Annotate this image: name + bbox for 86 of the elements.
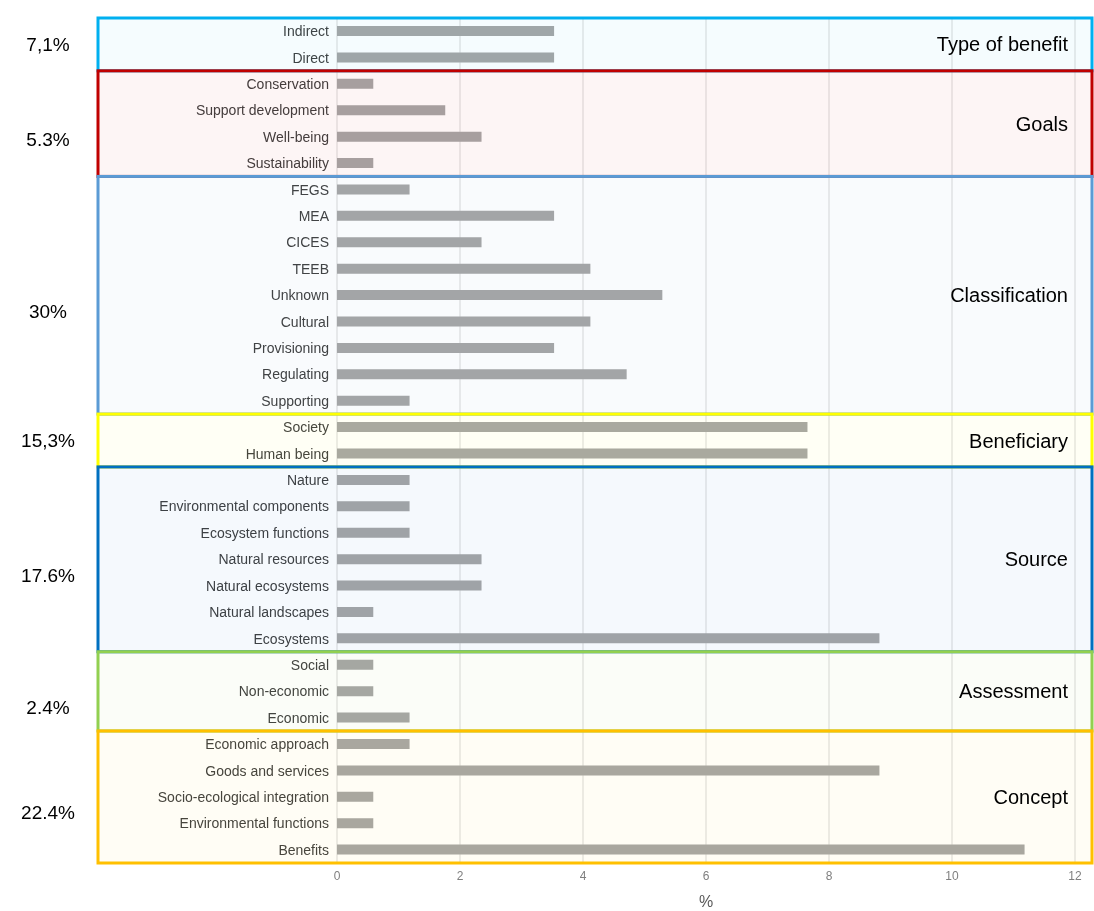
text: 22.4%: [21, 802, 76, 824]
y-tick-label: Economic: [267, 709, 329, 726]
y-tick-label: Goods and services: [205, 762, 329, 779]
bar: [337, 659, 374, 670]
y-tick-label: Non-economic: [238, 683, 329, 700]
bar: [337, 791, 374, 802]
bar: [337, 26, 555, 36]
y-tick-label: Natural landscapes: [209, 604, 329, 621]
x-tick-label: 6: [702, 868, 710, 883]
bar: [337, 395, 410, 406]
bar: [337, 501, 410, 512]
bar: [337, 422, 808, 433]
x-tick-label: 10: [945, 868, 959, 883]
bar: [337, 263, 591, 274]
y-tick-label: Environmental components: [159, 498, 329, 515]
text: 7,1%: [26, 33, 70, 55]
y-tick-label: TEEB: [292, 260, 329, 277]
y-tick-label: Natural ecosystems: [206, 577, 329, 594]
y-tick-label: Natural resources: [218, 551, 329, 568]
y-tick-label: Provisioning: [252, 340, 329, 357]
y-tick-label: Sustainability: [246, 155, 329, 172]
bar: [337, 316, 591, 327]
bar: [337, 369, 627, 380]
bar: [337, 474, 410, 485]
y-tick-label: Support development: [195, 102, 330, 119]
bar: [337, 712, 410, 723]
bar: [337, 290, 663, 301]
band-label: Assessment: [959, 680, 1069, 703]
y-tick-label: CICES: [286, 234, 329, 251]
band-label: Type of benefit: [936, 33, 1069, 56]
bar: [337, 78, 374, 89]
bar: [337, 105, 446, 116]
bar: [337, 184, 410, 195]
y-tick-label: Indirect: [283, 23, 330, 40]
band-label: Source: [1004, 548, 1068, 571]
y-tick-label: Economic approach: [205, 736, 329, 753]
y-tick-label: MEA: [298, 208, 330, 225]
bar: [337, 606, 374, 617]
bar: [337, 210, 555, 221]
y-tick-label: Benefits: [278, 841, 329, 858]
band-label: Classification: [950, 284, 1068, 307]
y-tick-label: Ecosystem functions: [200, 524, 329, 541]
x-tick-label: 8: [825, 868, 833, 883]
band-label: Goals: [1015, 112, 1068, 135]
band-label: Concept: [993, 785, 1069, 808]
bar: [337, 765, 880, 776]
bar: [337, 580, 482, 591]
y-tick-label: Well-being: [263, 128, 329, 145]
band-label: Beneficiary: [969, 429, 1068, 452]
text: 30%: [28, 300, 68, 322]
bar: [337, 686, 374, 697]
y-tick-label: Society: [283, 419, 329, 436]
x-tick-label: 2: [456, 868, 464, 883]
y-tick-label: Cultural: [280, 313, 329, 330]
text: 15,3%: [21, 430, 76, 451]
text: 5.3%: [26, 128, 70, 150]
bar: [337, 158, 374, 169]
y-tick-label: FEGS: [290, 181, 329, 198]
text: 17.6%: [21, 564, 76, 586]
y-tick-label: Human being: [245, 445, 329, 462]
y-tick-label: Ecosystems: [253, 630, 329, 647]
y-tick-label: Direct: [292, 49, 330, 66]
bar: [337, 448, 808, 459]
y-tick-label: Socio-ecological integration: [157, 788, 329, 805]
x-tick-label: 4: [579, 868, 587, 883]
bar: [337, 554, 482, 565]
bar: [337, 818, 374, 829]
bar: [337, 342, 555, 353]
x-tick-label: 0: [333, 868, 341, 883]
x-tick-label: 12: [1068, 868, 1082, 883]
text: 2.4%: [26, 696, 70, 718]
y-tick-label: Conservation: [246, 75, 329, 92]
x-axis-title: %: [698, 893, 714, 910]
bar: [337, 844, 1025, 855]
bar: [337, 52, 555, 63]
y-tick-label: Supporting: [261, 392, 329, 409]
y-tick-label: Regulating: [262, 366, 329, 383]
bar: [337, 131, 482, 142]
y-tick-label: Unknown: [270, 287, 329, 304]
y-tick-label: Environmental functions: [179, 815, 329, 832]
bar: [337, 527, 410, 538]
bar: [337, 633, 880, 644]
bar: [337, 738, 410, 749]
y-tick-label: Nature: [286, 472, 330, 489]
bar: [337, 237, 482, 248]
y-tick-label: Social: [290, 656, 329, 673]
